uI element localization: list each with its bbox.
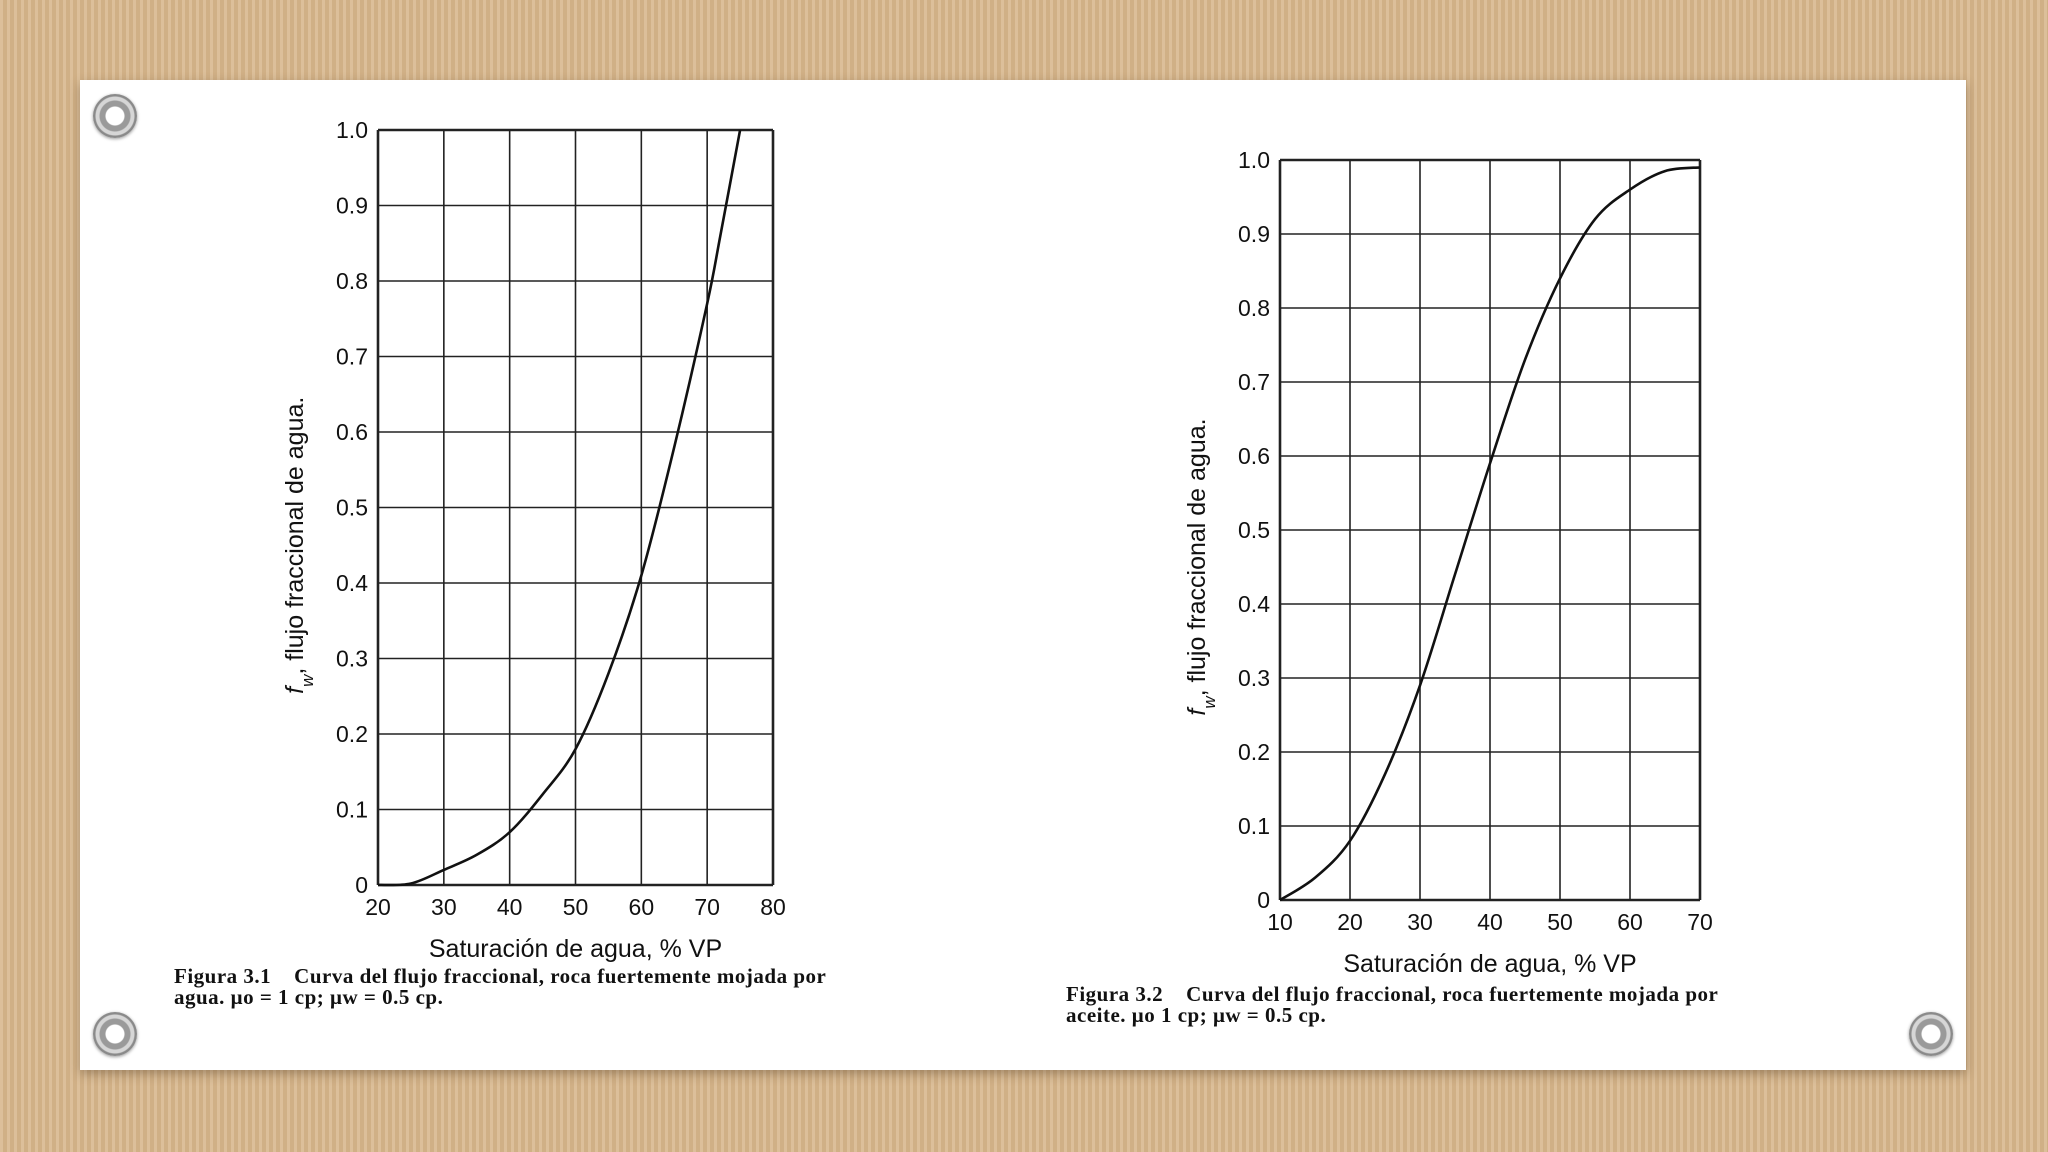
- y-tick-label: 0: [1257, 887, 1270, 913]
- caption-text: Curva del flujo fraccional, roca fuertem…: [294, 964, 827, 988]
- x-tick-label: 40: [497, 894, 523, 920]
- chart-grid: [1278, 158, 1702, 902]
- x-tick-label: 70: [694, 894, 720, 920]
- caption-text: Curva del flujo fraccional, roca fuertem…: [1186, 982, 1719, 1006]
- x-tick-labels: 10 20 30 40 50 60 70: [1267, 909, 1713, 935]
- x-tick-label: 50: [563, 894, 589, 920]
- x-tick-labels: 20 30 40 50 60 70 80: [365, 894, 786, 920]
- x-axis-label: Saturación de agua, % VP: [429, 935, 722, 963]
- x-tick-label: 70: [1687, 909, 1713, 935]
- grommet-bottom-left-icon: [93, 1012, 137, 1056]
- x-tick-label: 30: [431, 894, 457, 920]
- x-tick-label: 60: [1617, 909, 1643, 935]
- y-tick-label: 0.3: [336, 646, 368, 672]
- grommet-bottom-right-icon: [1909, 1012, 1953, 1056]
- y-tick-label: 0.9: [1238, 221, 1270, 247]
- caption-line-2: aceite. μo 1 cp; μw = 0.5 cp.: [1066, 1003, 1327, 1027]
- y-tick-label: 0.8: [1238, 295, 1270, 321]
- y-tick-label: 0.8: [336, 268, 368, 294]
- data-curve: [377, 129, 742, 887]
- y-tick-label: 0.2: [336, 721, 368, 747]
- x-tick-label: 20: [1337, 909, 1363, 935]
- figure-caption-3-1: Figura 3.1 Curva del flujo fraccional, r…: [174, 966, 1014, 1008]
- y-tick-label: 0.1: [336, 797, 368, 823]
- y-tick-label: 0.2: [1238, 739, 1270, 765]
- x-tick-label: 60: [629, 894, 655, 920]
- x-tick-label: 20: [365, 894, 391, 920]
- y-tick-labels: 0 0.1 0.2 0.3 0.4 0.5 0.6 0.7 0.8 0.9 1.0: [1238, 147, 1270, 913]
- y-tick-label: 0.5: [336, 495, 368, 521]
- x-axis-label: Saturación de agua, % VP: [1343, 950, 1636, 978]
- y-tick-label: 0.7: [336, 344, 368, 370]
- fractional-flow-chart-oil-wet: 0 0.1 0.2 0.3 0.4 0.5 0.6 0.7 0.8 0.9 1.0 10 20 30 40…: [1183, 147, 1713, 978]
- y-tick-label: 0.4: [1238, 591, 1270, 617]
- caption-figure-number: Figura 3.1: [174, 964, 272, 988]
- y-tick-label: 0.9: [336, 193, 368, 219]
- x-tick-label: 10: [1267, 909, 1293, 935]
- chart-grid: [376, 128, 775, 887]
- x-tick-label: 80: [760, 894, 786, 920]
- data-curve: [1279, 166, 1701, 902]
- y-tick-label: 1.0: [1238, 147, 1270, 173]
- fractional-flow-chart-water-wet: 0 0.1 0.2 0.3 0.4 0.5 0.6 0.7 0.8 0.9 1.0 20 30 40 50…: [281, 117, 786, 963]
- y-tick-label: 0: [355, 872, 368, 898]
- caption-line-2: agua. μo = 1 cp; μw = 0.5 cp.: [174, 985, 444, 1009]
- caption-figure-number: Figura 3.2: [1066, 982, 1164, 1006]
- y-tick-labels: 0 0.1 0.2 0.3 0.4 0.5 0.6 0.7 0.8 0.9 1.0: [336, 117, 368, 898]
- x-tick-label: 50: [1547, 909, 1573, 935]
- y-tick-label: 0.1: [1238, 813, 1270, 839]
- x-tick-label: 30: [1407, 909, 1433, 935]
- y-tick-label: 0.3: [1238, 665, 1270, 691]
- x-tick-label: 40: [1477, 909, 1503, 935]
- y-axis-label: fw, flujo fraccional de agua.: [1183, 418, 1219, 715]
- y-tick-label: 0.5: [1238, 517, 1270, 543]
- grommet-top-left-icon: [93, 94, 137, 138]
- y-tick-label: 0.6: [336, 419, 368, 445]
- figure-caption-3-2: Figura 3.2 Curva del flujo fraccional, r…: [1066, 984, 1966, 1026]
- y-tick-label: 1.0: [336, 117, 368, 143]
- y-tick-label: 0.4: [336, 570, 368, 596]
- slide-sheet: [80, 80, 1966, 1070]
- y-tick-label: 0.7: [1238, 369, 1270, 395]
- y-axis-label: fw, flujo fraccional de agua.: [281, 397, 317, 694]
- y-tick-label: 0.6: [1238, 443, 1270, 469]
